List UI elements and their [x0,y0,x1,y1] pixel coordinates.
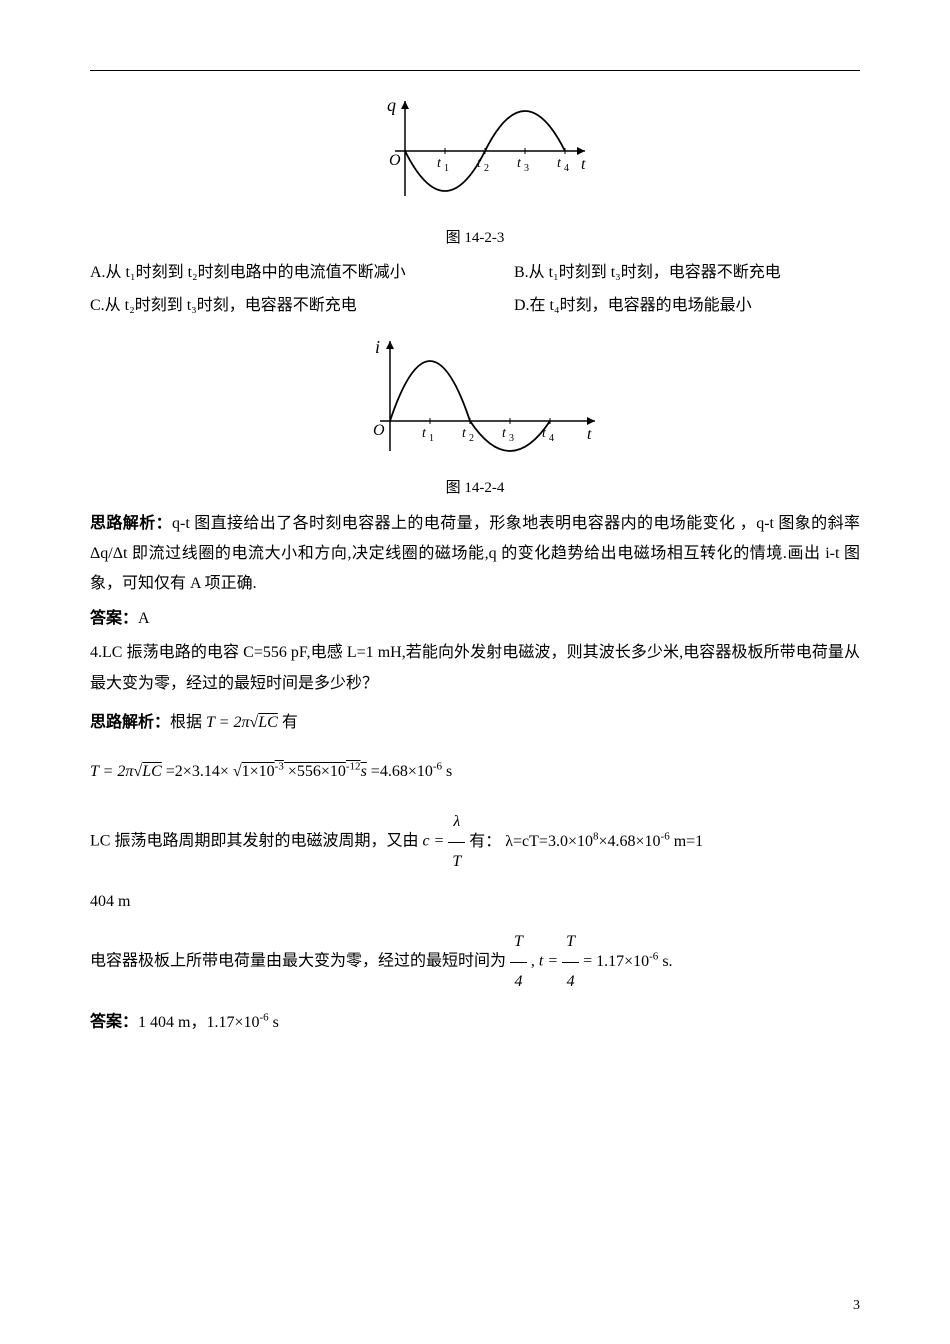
option-c: C.从 t₂时刻到 t₃时刻，电容器不断充电 [90,292,510,321]
formula-c-lambda-T: c = λT [422,803,465,881]
analysis-2-line3: LC 振荡电路周期即其发射的电磁波周期，又由 c = λT 有： λ=cT=3.… [90,803,860,881]
formula-result1: =4.68×10-6 s [371,763,452,780]
analysis-2-line1: 思路解析：根据 T = 2π√LC 有 [90,705,860,740]
it-graph: i O t1 t2 t3 t4 t [335,331,615,461]
analysis-2-line2: T = 2π√LC =2×3.14× √1×10-3 ×556×10-12s =… [90,754,860,789]
analysis-1-text: q-t 图直接给出了各时刻电容器上的电荷量，形象地表明电容器内的电场能变化 ，q… [90,515,860,593]
line3-suffix: 有： λ=cT=3.0×108×4.68×10-6 m=1 [469,833,703,850]
svg-text:t: t [422,426,427,441]
svg-text:i: i [375,337,380,357]
svg-text:O: O [389,152,401,169]
top-rule [90,70,860,71]
answer-1-text: A [138,610,150,627]
formula-T-2pi-LC-1: T = 2π√LC [206,714,278,731]
analysis-1-label: 思路解析： [90,515,172,532]
figure-2-caption: 图 14-2-4 [90,476,860,497]
svg-text:t: t [587,426,592,443]
svg-text:4: 4 [549,433,554,444]
formula-eq1: =2×3.14× [166,763,229,780]
svg-text:t: t [502,426,507,441]
figure-1: q O t1 t2 t3 t4 t [90,91,860,216]
analysis-2-suffix1: 有 [282,714,298,731]
svg-text:t: t [581,156,586,173]
svg-text:3: 3 [509,433,514,444]
formula-T-2pi-LC-2: T = 2π√LC [90,763,162,780]
option-b: B.从 t₁时刻到 t₃时刻，电容器不断充电 [514,259,781,288]
analysis-1: 思路解析：q-t 图直接给出了各时刻电容器上的电荷量，形象地表明电容器内的电场能… [90,509,860,600]
figure-2: i O t1 t2 t3 t4 t [90,331,860,466]
answer-2: 答案：1 404 m，1.17×10-6 s [90,1007,860,1038]
page-number: 3 [853,1298,860,1314]
answer-2-label: 答案： [90,1014,138,1031]
svg-text:4: 4 [564,163,569,174]
svg-text:1: 1 [429,433,434,444]
problem-4: 4.LC 振荡电路的电容 C=556 pF,电感 L=1 mH,若能向外发射电磁… [90,638,860,699]
svg-text:t: t [462,426,467,441]
line4-result: 1.17×10-6 s. [596,953,672,970]
line4-prefix: 电容器极板上所带电荷量由最大变为零，经过的最短时间为 [90,953,506,970]
svg-text:2: 2 [469,433,474,444]
analysis-2-line4: 电容器极板上所带电荷量由最大变为零，经过的最短时间为 T4 , t = T4 =… [90,923,860,1001]
options-row-1: A.从 t₁时刻到 t₂时刻电路中的电流值不断减小 B.从 t₁时刻到 t₃时刻… [90,259,860,288]
frac-T4-2: T4 [562,923,579,1001]
analysis-2-label: 思路解析： [90,714,170,731]
answer-1: 答案：A [90,604,860,634]
qt-graph: q O t1 t2 t3 t4 t [345,91,605,211]
eq-sign: = [583,953,596,970]
frac-T4-1: T4 [510,923,527,1001]
svg-text:t: t [517,156,522,171]
line3-prefix: LC 振荡电路周期即其发射的电磁波周期，又由 [90,833,418,850]
answer-1-label: 答案： [90,610,138,627]
svg-text:2: 2 [484,163,489,174]
line3-cont: 404 m [90,887,860,917]
figure-1-caption: 图 14-2-3 [90,226,860,247]
svg-text:O: O [373,422,385,439]
svg-text:q: q [387,95,396,115]
option-d: D.在 t₄时刻，电容器的电场能最小 [514,292,752,321]
comma: , [531,953,535,970]
svg-text:3: 3 [524,163,529,174]
svg-text:t: t [437,156,442,171]
svg-text:t: t [557,156,562,171]
formula-t-eq: t = [539,953,562,970]
answer-2-text: 1 404 m，1.17×10-6 s [138,1014,279,1031]
svg-text:1: 1 [444,163,449,174]
options-row-2: C.从 t₂时刻到 t₃时刻，电容器不断充电 D.在 t₄时刻，电容器的电场能最… [90,292,860,321]
option-a: A.从 t₁时刻到 t₂时刻电路中的电流值不断减小 [90,259,510,288]
analysis-2-prefix: 根据 [170,714,202,731]
svg-text:t: t [542,426,547,441]
formula-radical: √1×10-3 ×556×10-12s [233,763,367,780]
